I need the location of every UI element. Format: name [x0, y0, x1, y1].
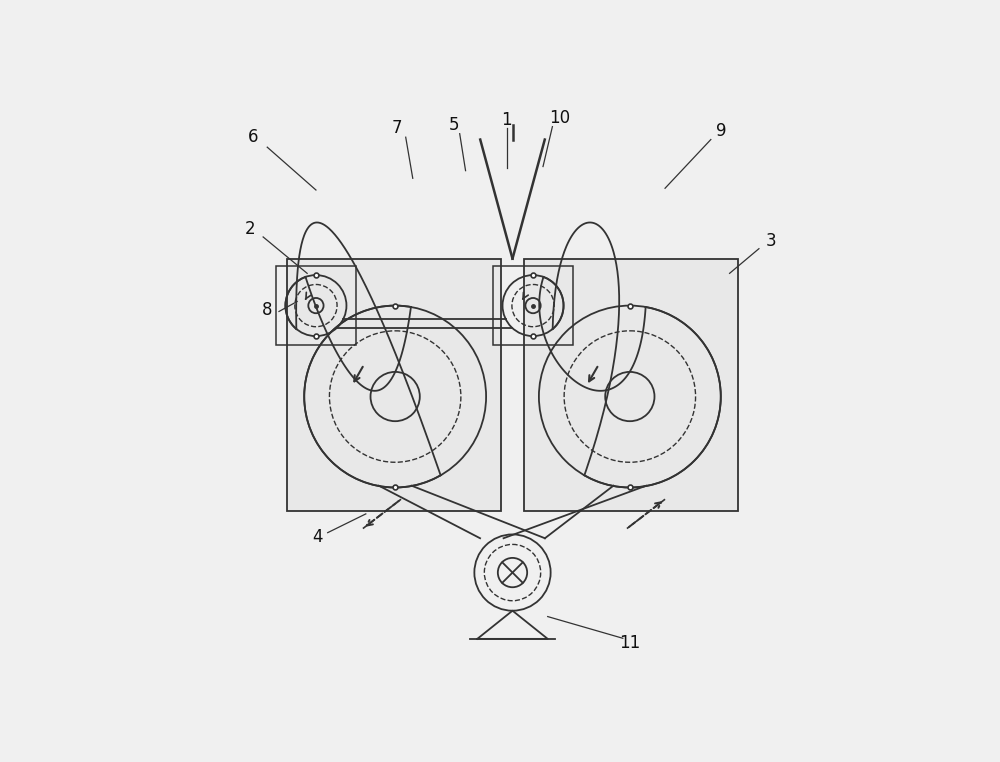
Bar — [493, 266, 573, 345]
Text: 4: 4 — [312, 528, 323, 546]
Text: 8: 8 — [262, 301, 272, 319]
Text: 11: 11 — [619, 634, 640, 652]
Bar — [287, 258, 501, 511]
Text: 7: 7 — [392, 119, 402, 137]
Text: 3: 3 — [765, 232, 776, 250]
Text: 2: 2 — [245, 220, 256, 239]
Bar — [524, 258, 738, 511]
Text: 10: 10 — [549, 109, 570, 126]
Bar — [276, 266, 356, 345]
Text: 1: 1 — [501, 110, 512, 129]
Text: 9: 9 — [716, 123, 726, 140]
Text: 6: 6 — [248, 128, 258, 146]
Text: 5: 5 — [449, 117, 459, 134]
